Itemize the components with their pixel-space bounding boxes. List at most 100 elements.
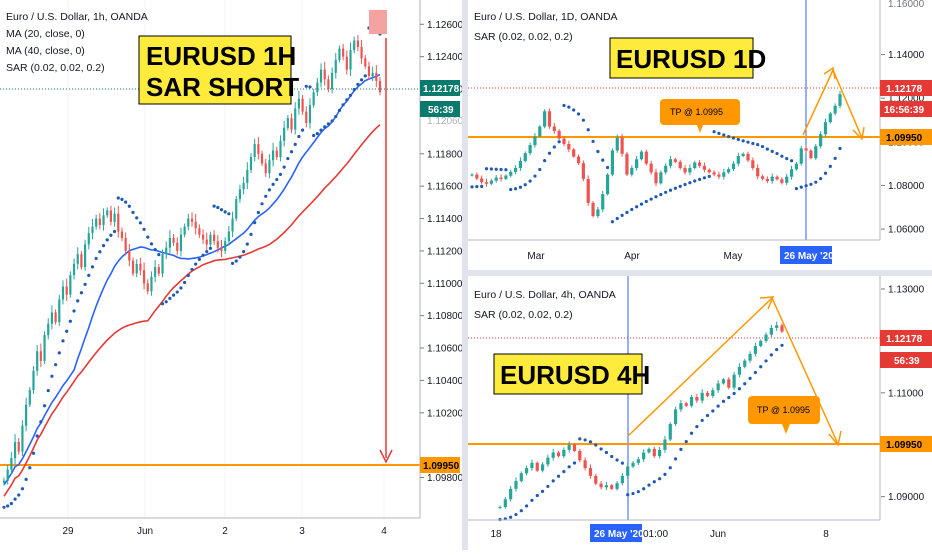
candle-4h-2 bbox=[509, 485, 513, 502]
sar-dot-1d-49 bbox=[707, 174, 711, 178]
candle-1h-31 bbox=[117, 205, 120, 238]
level-tag-1d bbox=[880, 129, 932, 145]
candle-1d-1 bbox=[475, 172, 479, 181]
candle-1d-20 bbox=[567, 140, 571, 153]
candle-4h-19 bbox=[599, 481, 603, 490]
price-tag-4h-label: 1.12178 bbox=[886, 334, 923, 345]
time-tick-label-4h-0: 18 bbox=[490, 529, 502, 540]
sar-dot-1d-73 bbox=[823, 171, 828, 175]
candle-1d-62 bbox=[770, 173, 774, 184]
candle-1h-45 bbox=[168, 230, 171, 254]
price-tick-label-1h-1: 1.12400 bbox=[427, 52, 464, 63]
sar-dot-1d-14 bbox=[538, 167, 542, 172]
panel-4h[interactable]: TP @ 1.0995 Euro / U.S. Dollar, 4h, OAND… bbox=[468, 276, 932, 542]
candle-1h-54 bbox=[201, 229, 205, 244]
time-axis-1h[interactable]: 29 Jun 2 3 4 bbox=[62, 526, 387, 537]
candle-1d-58 bbox=[751, 157, 755, 171]
sar-dot-1d-28 bbox=[605, 165, 610, 170]
time-axis-1d[interactable]: Mar Apr May bbox=[527, 251, 742, 262]
time-tag-1h-label: 56:39 bbox=[428, 105, 454, 116]
sar-dot-1h-40 bbox=[149, 242, 154, 246]
time-tag-1d-label: 16:56:39 bbox=[884, 105, 924, 116]
sar-dot-1d-2 bbox=[480, 184, 484, 189]
sar-dot-4h-26 bbox=[636, 490, 640, 494]
candle-1h-5 bbox=[21, 420, 24, 456]
sar-dot-1h-43 bbox=[160, 302, 165, 306]
sar-dot-1d-10 bbox=[518, 185, 523, 189]
price-axis-4h[interactable]: 1.13000 1.11000 1.09000 bbox=[881, 284, 925, 503]
candle-1d-5 bbox=[494, 175, 498, 183]
candle-1h-75 bbox=[279, 135, 282, 162]
sar-dot-4h-25 bbox=[631, 491, 635, 496]
candle-1d-28 bbox=[605, 173, 610, 196]
sar-dot-1d-52 bbox=[722, 133, 726, 137]
candle-1d-8 bbox=[509, 169, 513, 178]
price-tick-label-4h-2: 1.09000 bbox=[888, 492, 925, 503]
sar-dot-1d-9 bbox=[513, 187, 518, 191]
price-tick-label-1h-10: 1.10400 bbox=[427, 376, 464, 387]
header-1h-sar: SAR (0.02, 0.02, 0.2) bbox=[6, 62, 105, 74]
sar-dot-4h-10 bbox=[551, 479, 555, 483]
sar-dot-1h-46 bbox=[171, 293, 176, 297]
candle-1h-77 bbox=[286, 115, 289, 131]
candle-1h-6 bbox=[25, 397, 28, 432]
candle-4h-27 bbox=[642, 449, 646, 462]
candle-1d-71 bbox=[814, 144, 818, 160]
sar-dot-1h-6 bbox=[24, 477, 28, 481]
candle-1h-41 bbox=[154, 260, 157, 283]
price-axis-1h[interactable]: 1.126001.124001.122001.118001.116001.114… bbox=[420, 20, 464, 484]
tp-label-1d: TP @ 1.0995 bbox=[670, 107, 723, 117]
price-tick-label-1h-8: 1.10800 bbox=[427, 311, 464, 322]
candle-1d-67 bbox=[794, 161, 799, 171]
sar-dot-1d-30 bbox=[615, 216, 619, 221]
sar-dot-1d-17 bbox=[552, 145, 556, 149]
panel-1d[interactable]: TP @ 1.0995 Euro / U.S. Dollar, 1D, OAND… bbox=[468, 0, 932, 264]
sar-dot-1d-8 bbox=[509, 187, 513, 192]
sar-dot-1d-39 bbox=[659, 192, 663, 197]
sar-dot-1h-36 bbox=[135, 216, 139, 220]
sar-dot-4h-20 bbox=[604, 450, 609, 455]
sar-dot-1h-8 bbox=[31, 451, 36, 455]
sar-dot-1d-4 bbox=[489, 167, 493, 171]
sar-dot-1h-90 bbox=[334, 114, 338, 119]
candle-4h-45 bbox=[737, 363, 742, 378]
candle-1d-29 bbox=[610, 148, 615, 177]
time-axis-4h[interactable]: 18 Jun 8 bbox=[490, 529, 829, 540]
sar-dot-4h-40 bbox=[711, 409, 715, 413]
sar-dot-4h-4 bbox=[519, 509, 523, 513]
date-tag-4h-label: 26 May '20 bbox=[594, 529, 644, 540]
sar-dot-1h-98 bbox=[363, 74, 367, 78]
candle-4h-3 bbox=[514, 477, 518, 492]
sar-dot-1h-57 bbox=[212, 204, 216, 208]
candle-4h-10 bbox=[551, 448, 555, 461]
candle-1h-93 bbox=[345, 50, 348, 75]
candle-4h-14 bbox=[572, 443, 577, 453]
sar-dot-1h-55 bbox=[205, 249, 209, 254]
sar-dot-1h-11 bbox=[42, 404, 47, 408]
sar-dot-4h-8 bbox=[540, 489, 545, 493]
sar-dot-1h-63 bbox=[234, 259, 238, 263]
candle-1d-18 bbox=[557, 129, 561, 140]
header-1d-sar: SAR (0.02, 0.02, 0.2) bbox=[474, 31, 573, 43]
date-tag-1d-label: 26 May '20 bbox=[784, 251, 834, 262]
candle-1h-57 bbox=[213, 230, 216, 245]
sar-dot-1h-37 bbox=[138, 221, 142, 225]
candle-1h-37 bbox=[139, 257, 142, 276]
sar-dot-1d-25 bbox=[591, 139, 595, 144]
candle-1h-86 bbox=[319, 63, 323, 88]
title-4h: EURUSD 4H bbox=[500, 360, 650, 390]
panel-1h[interactable]: Euro / U.S. Dollar, 1h, OANDA MA (20, cl… bbox=[0, 0, 464, 537]
sar-dot-4h-37 bbox=[695, 424, 699, 429]
candle-1h-44 bbox=[165, 241, 168, 260]
sar-dot-1h-35 bbox=[131, 210, 135, 214]
price-tick-label-4h-1: 1.11000 bbox=[888, 388, 924, 399]
sar-dot-1d-7 bbox=[504, 168, 508, 172]
sar-dot-4h-7 bbox=[535, 493, 539, 498]
candle-1h-81 bbox=[301, 94, 304, 115]
sar-dot-4h-28 bbox=[647, 483, 651, 487]
candle-1h-11 bbox=[43, 331, 46, 365]
sar-dot-1h-13 bbox=[50, 374, 54, 378]
candle-4h-48 bbox=[753, 342, 757, 357]
candle-1h-9 bbox=[36, 345, 39, 376]
sar-dot-1d-70 bbox=[809, 182, 813, 186]
